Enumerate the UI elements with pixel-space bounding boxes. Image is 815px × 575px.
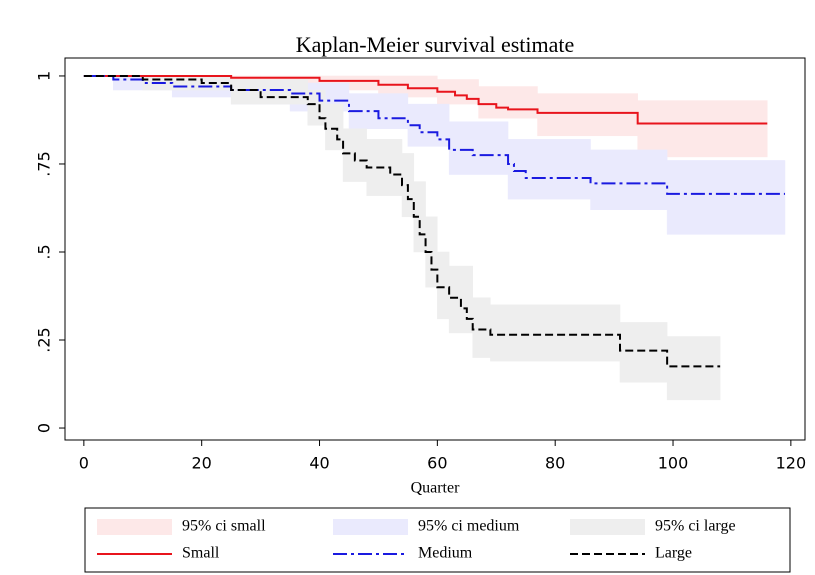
ci-band <box>325 103 344 151</box>
ci-band <box>590 149 668 210</box>
legend <box>84 507 791 573</box>
legend-swatch <box>570 519 645 535</box>
legend-label: 95% ci large <box>655 518 736 535</box>
survival-line <box>83 74 785 195</box>
survival-line <box>83 74 721 368</box>
y-tick-label: .75 <box>35 151 54 176</box>
legend-label: Medium <box>418 545 473 562</box>
x-tick-label: 0 <box>79 454 89 473</box>
x-tick-label: 100 <box>658 454 689 473</box>
plot-frame <box>64 57 806 441</box>
legend-label: Small <box>182 545 220 562</box>
y-tick-label: .5 <box>35 244 54 259</box>
ci-band <box>230 79 308 105</box>
chart-title: Kaplan-Meier survival estimate <box>296 32 575 57</box>
ci-band <box>619 322 668 383</box>
ci-band <box>537 93 638 137</box>
ci-band <box>666 336 721 401</box>
y-tick-label: .25 <box>35 327 54 352</box>
ci-band <box>637 100 768 158</box>
survival-line <box>83 74 768 125</box>
y-tick-label: 1 <box>35 71 54 81</box>
legend-label: 95% ci small <box>182 518 266 535</box>
y-tick-label: 0 <box>35 423 54 433</box>
ci-band <box>437 251 450 320</box>
x-tick-label: 80 <box>545 454 565 473</box>
x-axis-label: Quarter <box>411 480 461 497</box>
ci-band <box>366 139 403 196</box>
legend-swatch <box>97 519 172 535</box>
ci-band <box>307 89 326 126</box>
legend-swatch <box>333 519 408 535</box>
ci-band <box>472 297 491 358</box>
legend-label: 95% ci medium <box>418 518 520 535</box>
x-tick-label: 120 <box>776 454 807 473</box>
ci-band <box>478 86 538 119</box>
x-tick-label: 40 <box>309 454 329 473</box>
ci-band <box>490 304 621 362</box>
ci-band <box>448 121 509 175</box>
legend-label: Large <box>655 545 692 562</box>
ci-band <box>507 139 591 200</box>
x-tick-label: 60 <box>427 454 447 473</box>
ci-band <box>666 160 786 235</box>
x-tick-label: 20 <box>192 454 212 473</box>
